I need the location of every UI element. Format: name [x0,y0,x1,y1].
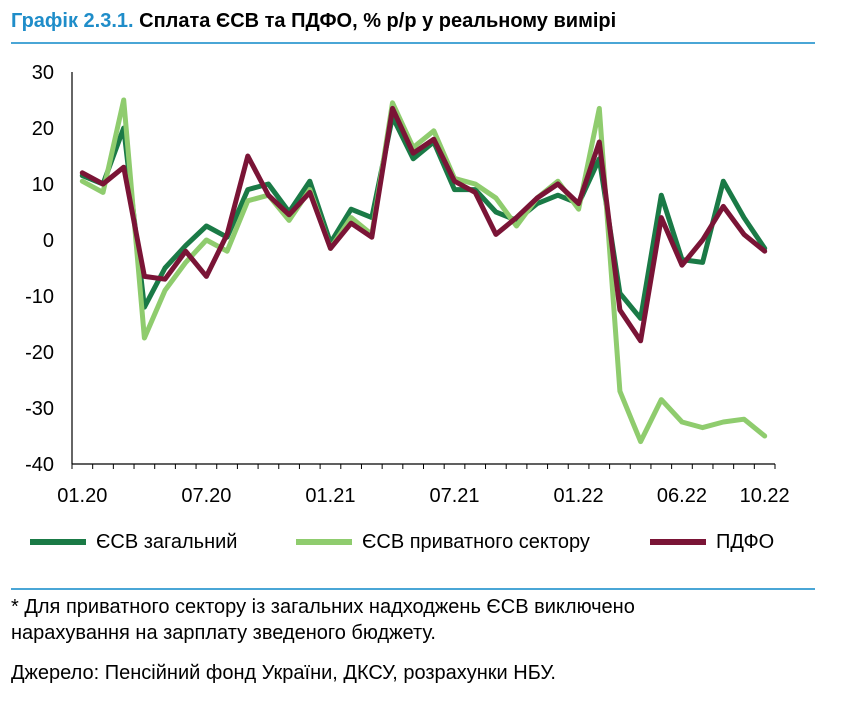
y-tick-label: 20 [32,118,54,140]
series-line-3 [79,105,768,344]
x-tick-label: 07.21 [429,485,479,507]
y-tick-label: -10 [25,286,54,308]
legend-label-2: ЄСВ приватного сектору [362,531,590,553]
y-tick-label: 30 [32,62,54,84]
x-tick-label: 01.22 [554,485,604,507]
legend-label-1: ЄСВ загальний [96,531,237,553]
x-tick-label: 01.21 [305,485,355,507]
y-tick-label: -20 [25,342,54,364]
footnote-line-2: нарахування на зарплату зведеного бюджет… [11,622,436,644]
y-tick-label: -30 [25,398,54,420]
x-tick-label: 06.22 [657,485,707,507]
series-line-2 [79,97,768,445]
chart-number: Графік 2.3.1. [11,10,134,32]
legend-label-3: ПДФО [716,531,774,553]
y-tick-label: 0 [43,230,54,252]
y-tick-label: 10 [32,174,54,196]
chart-title: Графік 2.3.1. Сплата ЄСВ та ПДФО, % р/р … [11,10,616,33]
footnote-divider [11,588,815,590]
series-line-1 [79,114,768,321]
title-divider [11,42,815,44]
x-tick-label: 10.22 [740,485,790,507]
chart-series [79,97,768,445]
footnote-line-1: * Для приватного сектору із загальних на… [11,596,635,618]
x-tick-label: 01.20 [57,485,107,507]
x-tick-label: 07.20 [181,485,231,507]
y-tick-label: -40 [25,454,54,476]
source-note: Джерело: Пенсійний фонд України, ДКСУ, р… [11,662,556,684]
chart-legend: ЄСВ загальний ЄСВ приватного сектору ПДФО [30,531,774,553]
chart-title-text: Сплата ЄСВ та ПДФО, % р/р у реальному ви… [139,10,617,32]
